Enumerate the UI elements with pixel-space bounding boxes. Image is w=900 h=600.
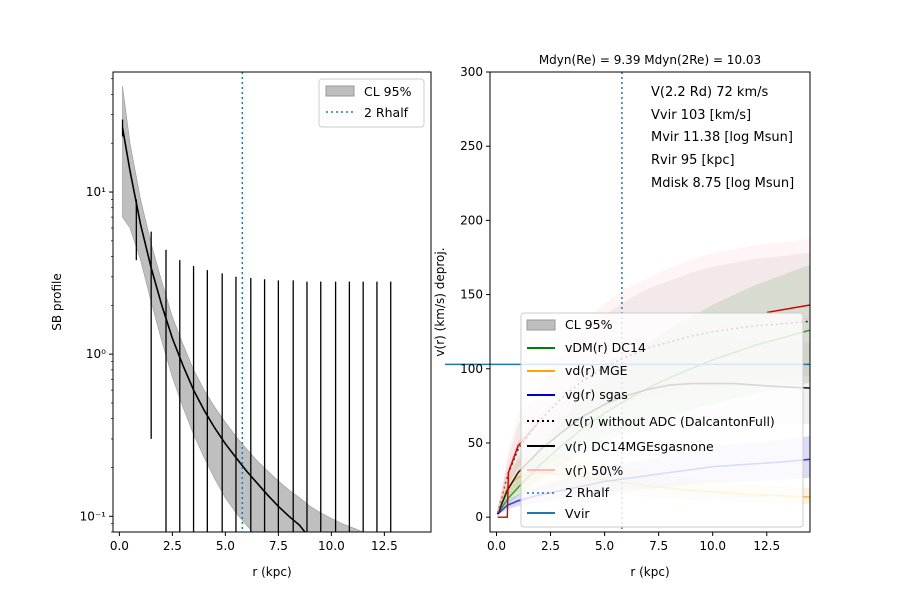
left-legend-label-rhalf: 2 Rhalf [364,105,409,120]
left-x-tick-label: 7.5 [269,539,288,553]
left-x-tick-label: 5.0 [216,539,235,553]
annotation-v22rd: V(2.2 Rd) 72 km/s [651,85,769,100]
right-plot-frame [489,71,811,533]
legend-label-vg: vg(r) sgas [565,387,628,402]
left-legend-label-cl95: CL 95% [364,84,412,99]
right-y-tick-label: 150 [460,288,483,302]
velocity-panel: 0.0 2.5 5.0 7.5 10.0 12.5 050100150200250300 … [433,53,811,579]
left-plot-frame [112,71,432,533]
left-legend-swatch-cl95 [325,85,355,97]
annotation-block: V(2.2 Rd) 72 km/s Vvir 103 [km/s] Mvir 1… [651,85,794,191]
annotation-mvir: Mvir 11.38 [log Msun] [651,130,793,145]
legend-label-vd: vd(r) MGE [565,363,628,378]
left-y-tick-label: 10⁻¹ [80,509,107,523]
legend-label-v50: v(r) 50\% [565,463,623,478]
legend-label-vdm: vDM(r) DC14 [565,340,646,355]
right-y-ticks: 0 50 100 150 200 250 300 [460,65,490,524]
right-x-tick-label: 5.0 [595,539,614,553]
legend-label-v-model: v(r) DC14MGEsgasnone [565,439,714,454]
right-title: Mdyn(Re) = 9.39 Mdyn(2Re) = 10.03 [539,53,761,67]
right-x-tick-label: 0.0 [487,539,506,553]
right-x-tick-label: 10.0 [699,539,726,553]
left-x-tick-label: 10.0 [318,539,345,553]
legend-label-vc: vc(r) without ADC (DalcantonFull) [565,414,775,429]
left-x-tick-label: 2.5 [163,539,182,553]
outer-fit-line [766,304,810,314]
left-x-ticks: 0.0 2.5 5.0 7.5 10.0 12.5 [110,532,398,553]
legend-label-cl95: CL 95% [565,317,613,332]
right-x-tick-label: 12.5 [753,539,780,553]
right-y-tick-label: 50 [468,436,483,450]
right-legend-box [520,312,804,528]
right-legend: CL 95% vDM(r) DC14 vd(r) MGE vg(r) sgas … [520,312,804,528]
error-bars [121,119,392,532]
right-x-ticks: 0.0 2.5 5.0 7.5 10.0 12.5 [487,532,780,553]
legend-swatch-cl95 [526,319,556,331]
right-y-tick-label: 200 [460,213,483,227]
right-x-tick-label: 7.5 [649,539,668,553]
annotation-rvir: Rvir 95 [kpc] [651,153,735,168]
right-y-tick-label: 250 [460,139,483,153]
model-lines [121,127,306,532]
annotation-vvir: Vvir 103 [km/s] [651,108,751,123]
right-y-label: v(r) (km/s) deproj. [433,247,447,356]
left-y-tick-label: 10¹ [86,185,106,199]
left-y-ticks: 10⁻¹ 10⁰ 10¹ [80,78,113,533]
left-x-tick-label: 0.0 [110,539,129,553]
right-x-label: r (kpc) [630,565,669,579]
left-y-tick-label: 10⁰ [86,347,106,361]
right-y-tick-label: 0 [475,510,483,524]
right-x-tick-label: 2.5 [541,539,560,553]
right-y-tick-label: 300 [460,65,483,79]
legend-label-vvir: Vvir [565,506,590,521]
annotation-mdisk: Mdisk 8.75 [log Msun] [651,176,794,191]
left-x-tick-label: 12.5 [371,539,398,553]
left-x-label: r (kpc) [252,565,291,579]
legend-label-rhalf: 2 Rhalf [565,485,610,500]
right-y-tick-label: 100 [460,362,483,376]
left-y-label: SB profile [50,273,64,331]
sb-model-line [121,127,306,532]
left-legend: CL 95% 2 Rhalf [318,78,425,128]
